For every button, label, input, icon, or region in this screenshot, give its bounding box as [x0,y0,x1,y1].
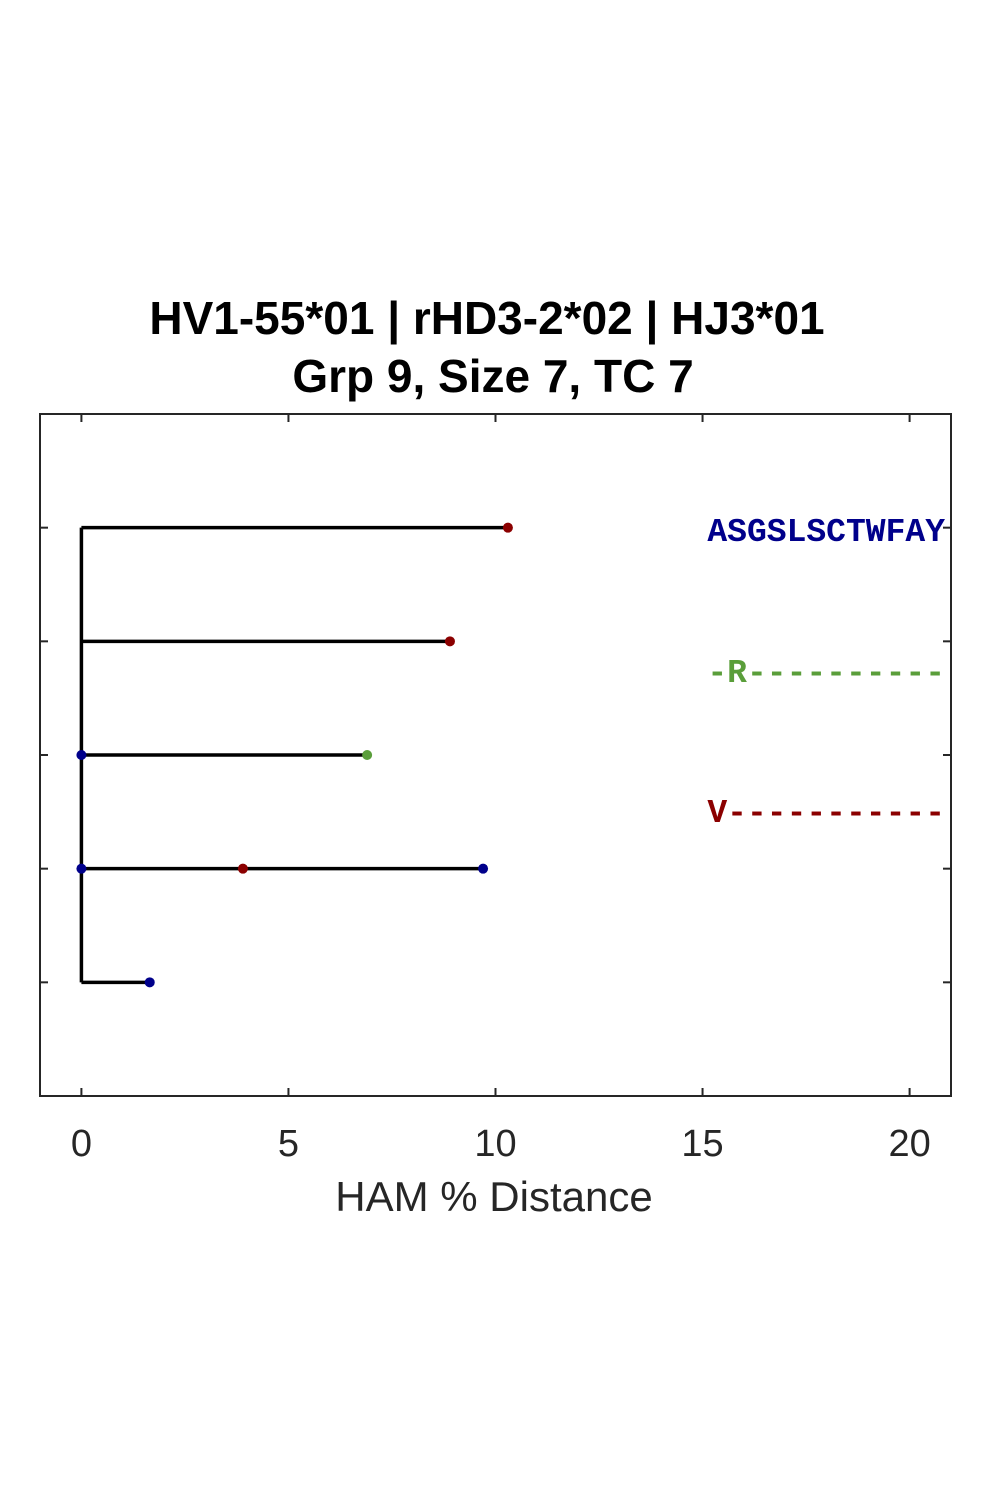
sequence-label: -R---------- [707,655,945,692]
data-point [444,636,455,647]
sequence-label: V----------- [707,795,945,832]
data-point [76,750,87,760]
x-axis-label: HAM % Distance [335,1173,652,1220]
chart-title-line-2: Grp 9, Size 7, TC 7 [292,350,693,402]
chart-title-line-1: HV1-55*01 | rHD3-2*02 | HJ3*01 [149,292,824,344]
x-tick-label: 0 [71,1123,92,1165]
data-point [362,750,373,760]
data-point [478,863,489,874]
x-tick-label: 20 [888,1123,930,1165]
sequence-alignment: ASGSLSCTWFAY -R---------- V----------- [707,514,945,832]
data-point [76,863,87,874]
data-point [144,977,155,988]
data-point [237,863,248,874]
x-tick-label: 5 [278,1123,299,1165]
x-tick-label: 10 [474,1123,516,1165]
dendrogram-points [76,522,513,988]
x-tick-label: 15 [681,1123,723,1165]
sequence-label: ASGSLSCTWFAY [707,514,945,551]
dendrogram-tree [79,525,508,985]
axis-ticks: 0 5 10 15 20 [40,414,951,1165]
data-point [502,522,513,533]
